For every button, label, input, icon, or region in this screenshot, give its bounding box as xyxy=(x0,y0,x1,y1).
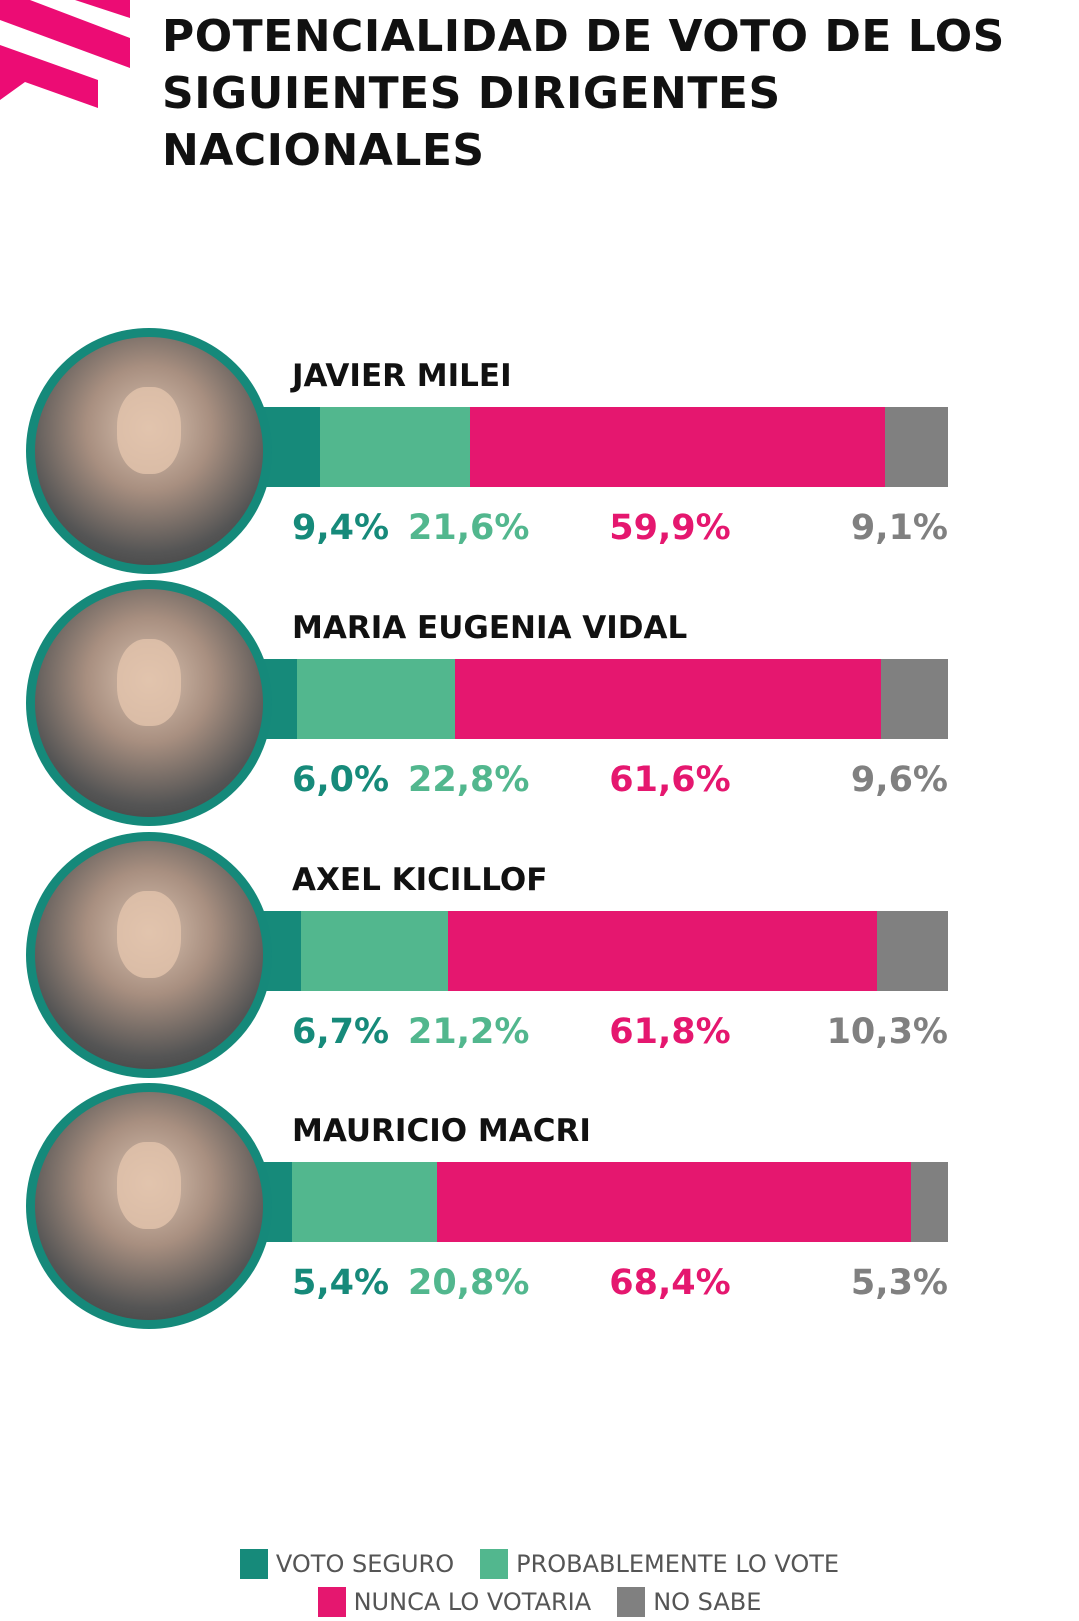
face-shape xyxy=(117,639,181,726)
stacked-bar xyxy=(255,1162,948,1242)
data-label-probablemente: 21,6% xyxy=(408,508,530,548)
bar-segment-probablemente xyxy=(292,1162,437,1242)
legend-swatch xyxy=(617,1587,646,1617)
data-label-probablemente: 22,8% xyxy=(408,760,530,800)
bar-segment-nunca xyxy=(436,1162,912,1242)
chart-row: MARIA EUGENIA VIDAL 6,0% 22,8% 61,6% 9,6% xyxy=(0,580,1079,830)
data-label-nunca: 59,9% xyxy=(609,508,731,548)
bar-segment-no-sabe xyxy=(911,1162,948,1242)
chart-row: AXEL KICILLOF 6,7% 21,2% 61,8% 10,3% xyxy=(0,832,1079,1082)
candidate-photo xyxy=(26,1083,272,1329)
chart-row: JAVIER MILEI 9,4% 21,6% 59,9% 9,1% xyxy=(0,328,1079,578)
legend-item-nunca: NUNCA LO VOTARIA xyxy=(317,1587,592,1617)
data-label-no-sabe: 9,1% xyxy=(850,508,948,548)
legend-swatch xyxy=(480,1549,509,1579)
brand-logo xyxy=(0,0,130,108)
candidate-photo xyxy=(26,328,272,574)
bar-segment-probablemente xyxy=(320,407,470,487)
bar-segment-nunca xyxy=(454,659,882,739)
legend-label: NO SABE xyxy=(653,1588,762,1616)
candidate-photo xyxy=(26,580,272,826)
legend-swatch xyxy=(239,1549,268,1579)
stacked-bar xyxy=(255,911,948,991)
bar-segment-probablemente xyxy=(296,659,455,739)
bar-segment-no-sabe xyxy=(884,407,948,487)
chart-title: POTENCIALIDAD DE VOTO DE LOS SIGUIENTES … xyxy=(162,11,1005,176)
data-label-no-sabe: 10,3% xyxy=(826,1012,948,1052)
legend-label: VOTO SEGURO xyxy=(275,1550,455,1578)
data-label-probablemente: 21,2% xyxy=(408,1012,530,1052)
legend-label: NUNCA LO VOTARIA xyxy=(353,1588,592,1616)
bar-segment-no-sabe xyxy=(881,659,948,739)
data-label-voto-seguro: 6,0% xyxy=(292,760,390,800)
data-label-voto-seguro: 9,4% xyxy=(292,508,390,548)
legend-label: PROBABLEMENTE LO VOTE xyxy=(516,1550,840,1578)
legend-item-voto-seguro: VOTO SEGURO xyxy=(239,1549,455,1579)
data-label-nunca: 61,6% xyxy=(609,760,731,800)
data-label-voto-seguro: 5,4% xyxy=(292,1263,390,1303)
bar-segment-probablemente xyxy=(301,911,449,991)
data-label-nunca: 61,8% xyxy=(609,1012,731,1052)
legend-item-no-sabe: NO SABE xyxy=(617,1587,761,1617)
face-shape xyxy=(117,891,181,978)
data-label-probablemente: 20,8% xyxy=(408,1263,530,1303)
face-shape xyxy=(117,387,181,474)
stacked-bar xyxy=(255,659,948,739)
legend-item-probablemente: PROBABLEMENTE LO VOTE xyxy=(480,1549,839,1579)
bar-segment-nunca xyxy=(448,911,877,991)
chart-row: MAURICIO MACRI 5,4% 20,8% 68,4% 5,3% xyxy=(0,1083,1079,1333)
candidate-name: JAVIER MILEI xyxy=(292,358,512,394)
candidate-photo xyxy=(26,832,272,1078)
bar-segment-no-sabe xyxy=(876,911,948,991)
bar-segment-nunca xyxy=(469,407,885,487)
legend-swatch xyxy=(317,1587,346,1617)
data-label-no-sabe: 5,3% xyxy=(850,1263,948,1303)
data-label-no-sabe: 9,6% xyxy=(850,760,948,800)
candidate-name: AXEL KICILLOF xyxy=(292,862,548,898)
candidate-name: MARIA EUGENIA VIDAL xyxy=(292,610,688,646)
face-shape xyxy=(117,1142,181,1229)
candidate-name: MAURICIO MACRI xyxy=(292,1113,591,1149)
stacked-bar xyxy=(255,407,948,487)
data-label-nunca: 68,4% xyxy=(609,1263,731,1303)
legend: VOTO SEGURO PROBABLEMENTE LO VOTE NUNCA … xyxy=(0,1545,1079,1621)
data-label-voto-seguro: 6,7% xyxy=(292,1012,390,1052)
